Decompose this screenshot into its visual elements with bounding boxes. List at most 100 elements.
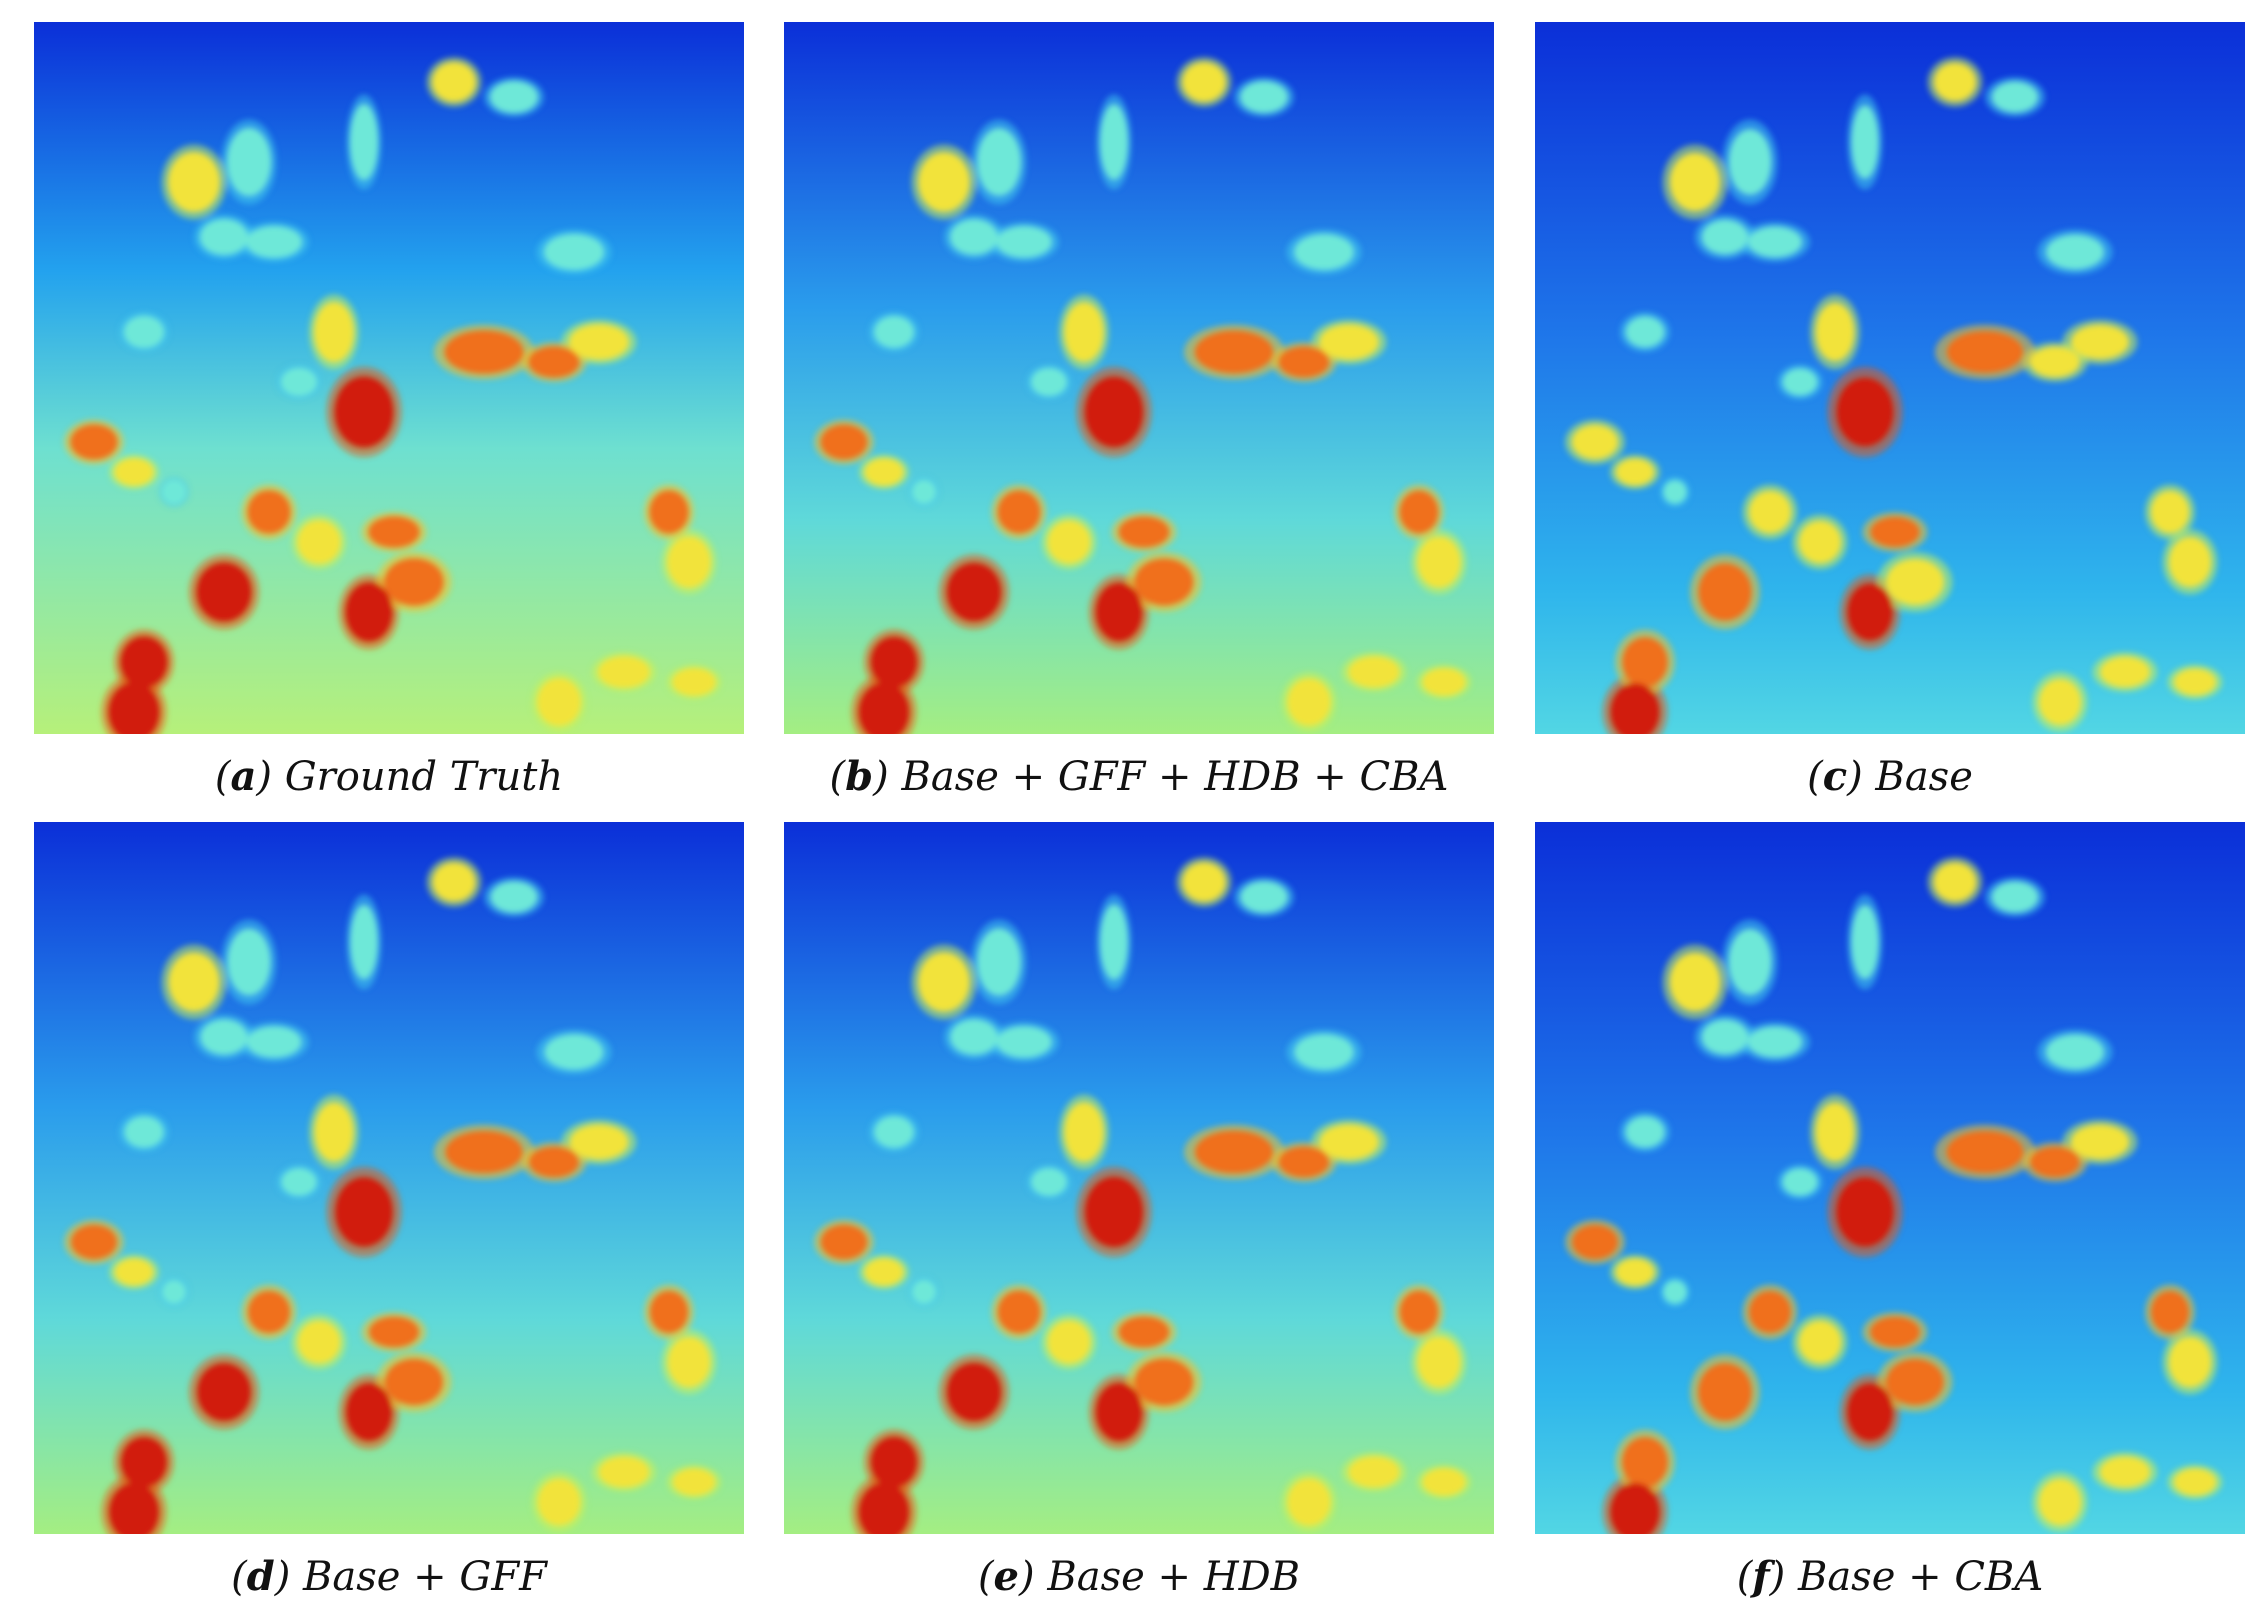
plant-blob: [1625, 1116, 1665, 1148]
plant-blob: [1417, 536, 1461, 588]
plant-blob: [1615, 1258, 1655, 1286]
plant-blob: [70, 1224, 118, 1260]
plant-blob: [569, 1124, 629, 1160]
plant-blob: [1885, 1358, 1945, 1406]
plant-blob: [1182, 862, 1226, 902]
plant-blob: [1348, 1456, 1400, 1488]
plant-blob: [350, 904, 378, 980]
plant-blob: [820, 424, 868, 460]
image-panel-e: [784, 822, 1494, 1534]
plant-blob: [1095, 582, 1143, 642]
plant-blob: [2099, 1456, 2151, 1488]
plant-blob: [1782, 1168, 1818, 1196]
plant-blob: [247, 1290, 291, 1334]
plant-blob: [672, 1468, 716, 1496]
plant-blob: [2168, 1336, 2212, 1388]
plant-blob: [820, 1224, 868, 1260]
plant-blob: [168, 952, 220, 1012]
plant-blob: [950, 219, 998, 255]
plant-blob: [996, 1026, 1052, 1058]
plant-blob: [1399, 490, 1439, 534]
plant-blob: [2173, 668, 2217, 696]
plant-blob: [1031, 368, 1067, 396]
plant-blob: [672, 668, 716, 696]
plant-blob: [1240, 81, 1288, 113]
plant-blob: [1946, 330, 2024, 374]
plant-blob: [490, 81, 538, 113]
plant-blob: [2071, 324, 2129, 360]
plant-blob: [200, 1019, 248, 1055]
plant-blob: [1084, 376, 1144, 448]
plant-blob: [162, 480, 186, 504]
plant-blob: [227, 128, 271, 196]
plant-blob: [977, 928, 1021, 996]
plant-blob: [1194, 330, 1274, 374]
plant-blob: [1697, 1362, 1753, 1422]
plant-blob: [1869, 1316, 1921, 1348]
plant-blob: [314, 302, 354, 362]
plant-blob: [870, 1436, 918, 1488]
plant-blob: [490, 881, 538, 913]
plant-blob: [1294, 1034, 1354, 1070]
plant-blob: [108, 682, 160, 734]
plant-blob: [946, 562, 1002, 622]
plant-blob: [124, 316, 164, 348]
plant-blob: [1846, 583, 1894, 641]
plant-blob: [1798, 520, 1842, 564]
plant-blob: [108, 1482, 160, 1534]
plant-blob: [297, 520, 341, 564]
caption-e: (e) Base + HDB: [977, 1553, 1301, 1600]
plant-blob: [1134, 558, 1194, 606]
plant-blob: [2038, 678, 2082, 726]
plant-blob: [1100, 904, 1128, 980]
plant-blob: [345, 1382, 393, 1442]
plant-blob: [281, 1168, 317, 1196]
density-map-ground-truth: [34, 22, 744, 734]
plant-blob: [120, 1436, 168, 1488]
plant-blob: [281, 368, 317, 396]
plant-blob: [1747, 1026, 1803, 1058]
plant-blob: [870, 636, 918, 688]
plant-blob: [1100, 104, 1128, 180]
plant-blob: [1886, 558, 1944, 606]
plant-blob: [1933, 862, 1977, 902]
plant-blob: [1240, 881, 1288, 913]
plant-blob: [297, 1320, 341, 1364]
density-map-base: [1535, 22, 2245, 734]
plant-blob: [864, 1258, 904, 1286]
plant-blob: [444, 330, 524, 374]
plant-blob: [2029, 1146, 2081, 1178]
plant-blob: [384, 558, 444, 606]
plant-blob: [1609, 683, 1661, 734]
plant-blob: [918, 952, 970, 1012]
plant-blob: [1084, 1176, 1144, 1248]
plant-blob: [2150, 490, 2190, 534]
plant-blob: [997, 1290, 1041, 1334]
density-map-base-gff: [34, 822, 744, 1534]
plant-blob: [858, 682, 910, 734]
plant-blob: [168, 152, 220, 212]
plant-blob: [1697, 563, 1753, 621]
plant-blob: [1134, 1358, 1194, 1406]
plant-blob: [334, 1176, 394, 1248]
plant-blob: [246, 1026, 302, 1058]
plant-blob: [1669, 952, 1721, 1012]
image-panel-f: [1535, 822, 2245, 1534]
plant-blob: [1047, 1320, 1091, 1364]
plant-blob: [950, 1019, 998, 1055]
plant-blob: [1348, 656, 1400, 688]
density-map-base-cba: [1535, 822, 2245, 1534]
plant-blob: [2038, 1478, 2082, 1526]
plant-blob: [1615, 458, 1655, 486]
plant-blob: [1798, 1320, 1842, 1364]
plant-blob: [1669, 153, 1721, 211]
plant-blob: [2150, 1290, 2190, 1334]
plant-blob: [1835, 1177, 1895, 1247]
plant-blob: [196, 1362, 252, 1422]
plant-blob: [1748, 490, 1792, 534]
plant-blob: [996, 226, 1052, 258]
plant-blob: [537, 678, 581, 726]
plant-blob: [946, 1362, 1002, 1422]
image-panel-c: [1535, 22, 2245, 734]
plant-blob: [2029, 346, 2081, 378]
